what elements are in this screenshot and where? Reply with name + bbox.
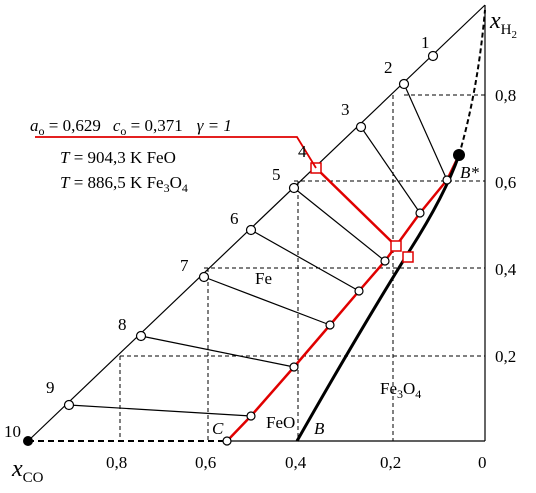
label: 0,4 — [285, 453, 307, 472]
label: H — [501, 22, 512, 38]
label: γ = 1 — [197, 116, 232, 135]
region-feo: FeO — [266, 413, 295, 432]
y-tick-labels: 0,8 0,6 0,4 0,2 — [495, 86, 517, 366]
label: o — [120, 124, 126, 138]
label: T — [60, 148, 71, 167]
label: 0,4 — [495, 260, 517, 279]
region-fe3o4: Fe3O4 — [380, 379, 421, 401]
label: = 886,5 K Fe — [69, 173, 163, 192]
region-fe: Fe — [255, 269, 272, 288]
label: 7 — [180, 256, 189, 275]
label: T — [60, 173, 71, 192]
label: 3 — [341, 100, 350, 119]
label: 2 — [512, 29, 518, 41]
curve-label-b: B — [314, 419, 325, 438]
label: 0 — [478, 453, 487, 472]
curve-label-b-star: B* — [460, 163, 479, 182]
label: 8 — [118, 315, 127, 334]
label: o — [39, 124, 45, 138]
label: 10 — [4, 422, 21, 441]
dashed-curve — [458, 9, 486, 156]
x-axis-label: xCO — [11, 456, 44, 486]
label: = 0,629 — [45, 116, 101, 135]
label: 2 — [384, 58, 393, 77]
label: O — [403, 379, 415, 398]
annotation-params: ao = 0,629 co = 0,371 γ = 1 — [30, 116, 232, 138]
x-tick-labels: 0,8 0,6 0,4 0,2 0 — [106, 453, 487, 472]
label: 5 — [272, 165, 281, 184]
label: 0,2 — [495, 347, 516, 366]
annotation-t1: T = 904,3 K FeO — [60, 148, 176, 167]
triangle — [27, 4, 486, 442]
label: 1 — [421, 33, 430, 52]
label: 0,6 — [195, 453, 216, 472]
label: CO — [23, 470, 44, 486]
label: 4 — [415, 387, 421, 401]
label: 0,8 — [106, 453, 127, 472]
label: O — [170, 173, 182, 192]
label: 4 — [182, 181, 188, 195]
curve-b — [295, 154, 461, 442]
label: 6 — [230, 209, 239, 228]
points — [23, 50, 465, 446]
label: 0,6 — [495, 173, 516, 192]
label: 3 — [397, 387, 403, 401]
label: 0,8 — [495, 86, 516, 105]
point-labels: 1 2 3 4 5 6 7 8 9 10 — [4, 33, 430, 441]
annotation-t2: T = 886,5 K Fe3O4 — [60, 173, 188, 195]
label: a — [30, 116, 39, 135]
label: = 904,3 K FeO — [69, 148, 175, 167]
label: = 0,371 — [126, 116, 182, 135]
label: 0,2 — [380, 453, 401, 472]
red-tie-line — [315, 167, 397, 247]
tie-lines — [68, 83, 448, 417]
annotation-pointer — [35, 136, 317, 169]
label: Fe — [380, 379, 397, 398]
label: 9 — [46, 378, 55, 397]
label: x — [11, 456, 23, 482]
curve-label-c: C — [212, 419, 224, 438]
label: x — [489, 8, 501, 34]
label: 4 — [298, 142, 307, 161]
y-axis-label: xH2 — [489, 8, 517, 41]
label: 3 — [164, 181, 170, 195]
curve-c — [226, 154, 461, 442]
label: c — [113, 116, 121, 135]
